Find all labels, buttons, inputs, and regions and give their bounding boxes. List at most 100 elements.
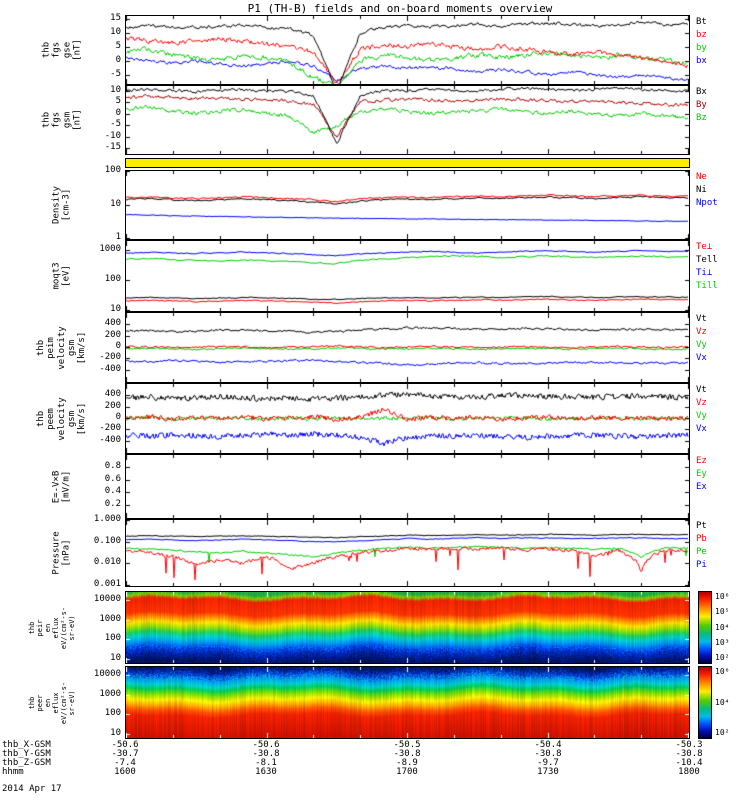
canvas-thb-peer-en-eflux (126, 667, 689, 738)
ytick-label: 0.6 (104, 474, 121, 484)
xaxis-tick-value: -30.8 (675, 749, 703, 759)
legend-label-Vx: Vx (696, 424, 707, 434)
ytick-label: 1 (115, 232, 121, 242)
ytick-label: -400 (99, 435, 121, 445)
ytick-label: 200 (104, 330, 121, 340)
xaxis-tick-value: 1600 (114, 767, 136, 777)
legend-label-bz: bz (696, 30, 707, 40)
canvas-pressure (126, 520, 689, 586)
ytick-label: -5 (110, 119, 121, 129)
colorbar-tick-label: 10² (715, 728, 730, 737)
ytick-label: 0 (115, 412, 121, 422)
xaxis-tick-value: -50.5 (393, 740, 421, 750)
xaxis-tick-value: 1730 (537, 767, 559, 777)
canvas-density (126, 171, 689, 239)
canvas-temperature (126, 241, 689, 311)
colorbar-thb-peer-en-eflux (698, 666, 712, 739)
legend-label-Ez: Ez (696, 456, 707, 466)
ytick-label: -15 (104, 142, 121, 152)
ytick-label: 100 (104, 165, 121, 175)
plot-title: P1 (TH-B) fields and on-board moments ov… (247, 2, 553, 15)
panel-thb-peim-velocity-gsm (125, 312, 690, 383)
xaxis-tick-value: -30.8 (252, 749, 280, 759)
ytick-label: 100 (104, 708, 121, 718)
xaxis-tick-value: 1800 (678, 767, 700, 777)
legend-label-Till: Till (696, 281, 718, 291)
colorbar-tick-label: 10² (715, 653, 730, 662)
ytick-label: 10 (110, 304, 121, 314)
legend-label-Vz: Vz (696, 327, 707, 337)
ytick-label: 400 (104, 389, 121, 399)
xaxis-tick-value: -50.6 (111, 740, 139, 750)
xaxis-tick-value: -30.8 (393, 749, 421, 759)
ytick-label: 1000 (99, 244, 121, 254)
legend-label-Pe: Pe (696, 547, 707, 557)
canvas-thb-peir-en-eflux (126, 592, 689, 663)
legend-label-Ex: Ex (696, 482, 707, 492)
ytick-label: 10000 (93, 594, 121, 604)
colorbar-tick-label: 10⁴ (715, 697, 730, 707)
xaxis-tick-value: 1630 (255, 767, 277, 777)
ytick-label: 100 (104, 633, 121, 643)
xaxis-tick-value: -50.6 (252, 740, 280, 750)
ytick-label: 200 (104, 401, 121, 411)
ytick-label: 5 (115, 96, 121, 106)
ytick-label: 0 (115, 341, 121, 351)
legend-label-Vx: Vx (696, 353, 707, 363)
legend-label-Ni: Ni (696, 185, 707, 195)
ytick-label: 400 (104, 318, 121, 328)
ytick-label: -200 (99, 352, 121, 362)
legend-label-Ti⊥: Ti⊥ (696, 268, 713, 278)
ytick-label: 0.001 (93, 579, 121, 589)
ytick-label: -5 (110, 69, 121, 79)
canvas-thb-fgs-gse (126, 16, 689, 84)
legend-label-Pb: Pb (696, 534, 707, 544)
legend-label-Vt: Vt (696, 385, 707, 395)
ytick-label: 10 (110, 199, 121, 209)
panel-pressure (125, 519, 690, 587)
legend-label-Te⊥: Te⊥ (696, 242, 713, 252)
xaxis-tick-value: -8.1 (255, 758, 277, 768)
ytick-label: 0.8 (104, 461, 121, 471)
panel-e-field (125, 454, 690, 519)
canvas-e-field (126, 455, 689, 518)
ytick-label: 1000 (99, 614, 121, 624)
xaxis-row-label: thb_Y-GSM (2, 749, 51, 759)
colorbar-thb-peir-en-eflux (698, 591, 712, 664)
legend-label-Ne: Ne (696, 172, 707, 182)
legend-label-Bx: Bx (696, 87, 707, 97)
ytick-label: 10000 (93, 669, 121, 679)
ytick-label: 10 (110, 27, 121, 37)
colorbar-tick-label: 10⁵ (715, 607, 730, 617)
ytick-label: 10 (110, 653, 121, 663)
legend-label-Vz: Vz (696, 398, 707, 408)
xaxis-row-label: thb_Z-GSM (2, 758, 51, 768)
panel-thb-fgs-gse (125, 15, 690, 85)
legend-label-By: By (696, 100, 707, 110)
ytick-label: 5 (115, 41, 121, 51)
xaxis-row-label: thb_X-GSM (2, 740, 51, 750)
ytick-label: 0.4 (104, 486, 121, 496)
ytick-label: 0.010 (93, 557, 121, 567)
colorbar-tick-label: 10⁴ (715, 622, 730, 632)
colorbar-tick-label: 10³ (715, 637, 730, 647)
xaxis-tick-value: -10.4 (675, 758, 703, 768)
ytick-label: 0 (115, 108, 121, 118)
legend-label-bx: bx (696, 56, 707, 66)
xaxis-tick-value: -7.4 (114, 758, 136, 768)
ytick-label: 0 (115, 55, 121, 65)
legend-label-Vt: Vt (696, 314, 707, 324)
legend-label-Vy: Vy (696, 340, 707, 350)
colorbar-tick-label: 10⁶ (715, 592, 730, 601)
legend-label-Npot: Npot (696, 198, 718, 208)
xaxis-tick-value: -9.7 (537, 758, 559, 768)
ytick-label: 10 (110, 728, 121, 738)
panel-density (125, 170, 690, 240)
legend-label-Bz: Bz (696, 113, 707, 123)
flag-bar (125, 158, 690, 168)
ytick-label: 0.2 (104, 499, 121, 509)
xaxis-tick-value: -8.9 (396, 758, 418, 768)
